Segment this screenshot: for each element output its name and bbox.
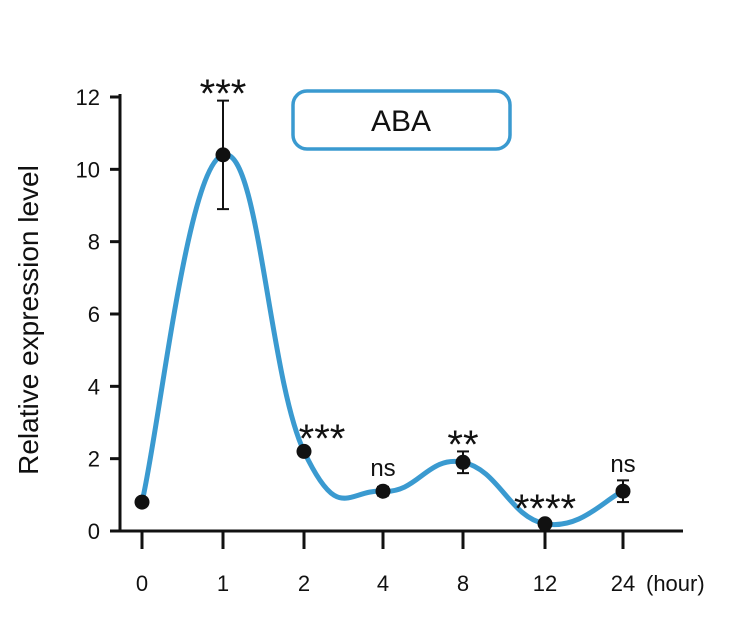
y-ticks: 0 2 4 6 8 10 12 [76,85,120,544]
x-tick-label: 1 [217,571,229,596]
data-point [537,516,553,532]
data-point [375,483,391,499]
legend-box: ABA [291,89,512,151]
axes [118,94,683,533]
x-tick-label: 0 [136,571,148,596]
y-tick-label: 0 [88,519,100,544]
legend-label: ABA [371,105,431,138]
y-tick-label: 6 [88,302,100,327]
error-bars [217,99,629,527]
significance-label: ns [610,451,635,478]
data-point [615,483,631,499]
data-point [296,443,312,459]
y-tick-label: 10 [76,157,100,182]
y-tick-label: 12 [76,85,100,110]
x-tick-label: 24 [611,571,635,596]
y-axis-label: Relative expression level [13,165,44,475]
significance-label: ** [447,423,478,467]
significance-label: *** [299,417,346,461]
significance-labels: ******ns******ns [200,72,636,531]
data-points [134,147,631,532]
data-point [134,494,150,510]
y-tick-label: 4 [88,374,100,399]
y-tick-label: 8 [88,230,100,255]
significance-label: ns [370,455,395,482]
x-tick-label: 12 [533,571,557,596]
significance-label: **** [514,487,576,531]
series-line [139,152,626,528]
legend-frame [291,89,512,151]
x-tick-label: 2 [298,571,310,596]
x-ticks: 0 1 2 4 8 12 24 [136,531,635,596]
x-unit-label: (hour) [646,571,705,596]
data-point [455,454,471,470]
data-point [215,147,231,163]
x-tick-label: 8 [457,571,469,596]
y-tick-label: 2 [88,447,100,472]
significance-label: *** [200,72,247,116]
x-tick-label: 4 [377,571,389,596]
